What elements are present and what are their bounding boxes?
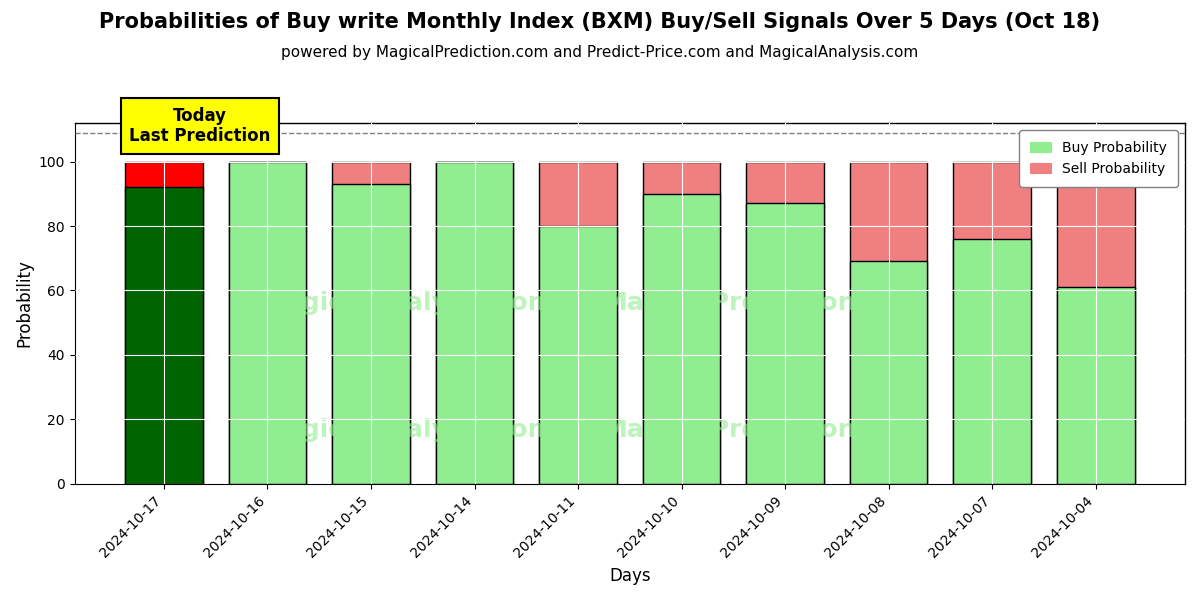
Bar bbox=[953, 239, 1031, 484]
Y-axis label: Probability: Probability bbox=[16, 259, 34, 347]
Bar bbox=[850, 262, 928, 484]
Text: MagicalAnalysis.com: MagicalAnalysis.com bbox=[260, 292, 554, 316]
Bar bbox=[953, 161, 1031, 484]
Text: MagicalPrediction.com: MagicalPrediction.com bbox=[602, 292, 924, 316]
Bar bbox=[746, 161, 824, 484]
Bar bbox=[850, 161, 928, 484]
Legend: Buy Probability, Sell Probability: Buy Probability, Sell Probability bbox=[1019, 130, 1178, 187]
Text: Today
Last Prediction: Today Last Prediction bbox=[130, 107, 271, 145]
Bar bbox=[539, 161, 617, 484]
X-axis label: Days: Days bbox=[610, 567, 650, 585]
Bar bbox=[643, 161, 720, 484]
Bar bbox=[125, 161, 203, 484]
Bar bbox=[1057, 287, 1134, 484]
Text: Probabilities of Buy write Monthly Index (BXM) Buy/Sell Signals Over 5 Days (Oct: Probabilities of Buy write Monthly Index… bbox=[100, 12, 1100, 32]
Bar bbox=[436, 161, 514, 484]
Bar bbox=[125, 187, 203, 484]
Text: powered by MagicalPrediction.com and Predict-Price.com and MagicalAnalysis.com: powered by MagicalPrediction.com and Pre… bbox=[281, 45, 919, 60]
Bar bbox=[436, 161, 514, 484]
Bar bbox=[332, 161, 410, 484]
Bar bbox=[229, 161, 306, 484]
Bar bbox=[1057, 161, 1134, 484]
Bar bbox=[539, 226, 617, 484]
Bar bbox=[332, 184, 410, 484]
Bar bbox=[746, 203, 824, 484]
Text: MagicalPrediction.com: MagicalPrediction.com bbox=[602, 418, 924, 442]
Bar bbox=[229, 161, 306, 484]
Text: MagicalAnalysis.com: MagicalAnalysis.com bbox=[260, 418, 554, 442]
Bar bbox=[643, 194, 720, 484]
